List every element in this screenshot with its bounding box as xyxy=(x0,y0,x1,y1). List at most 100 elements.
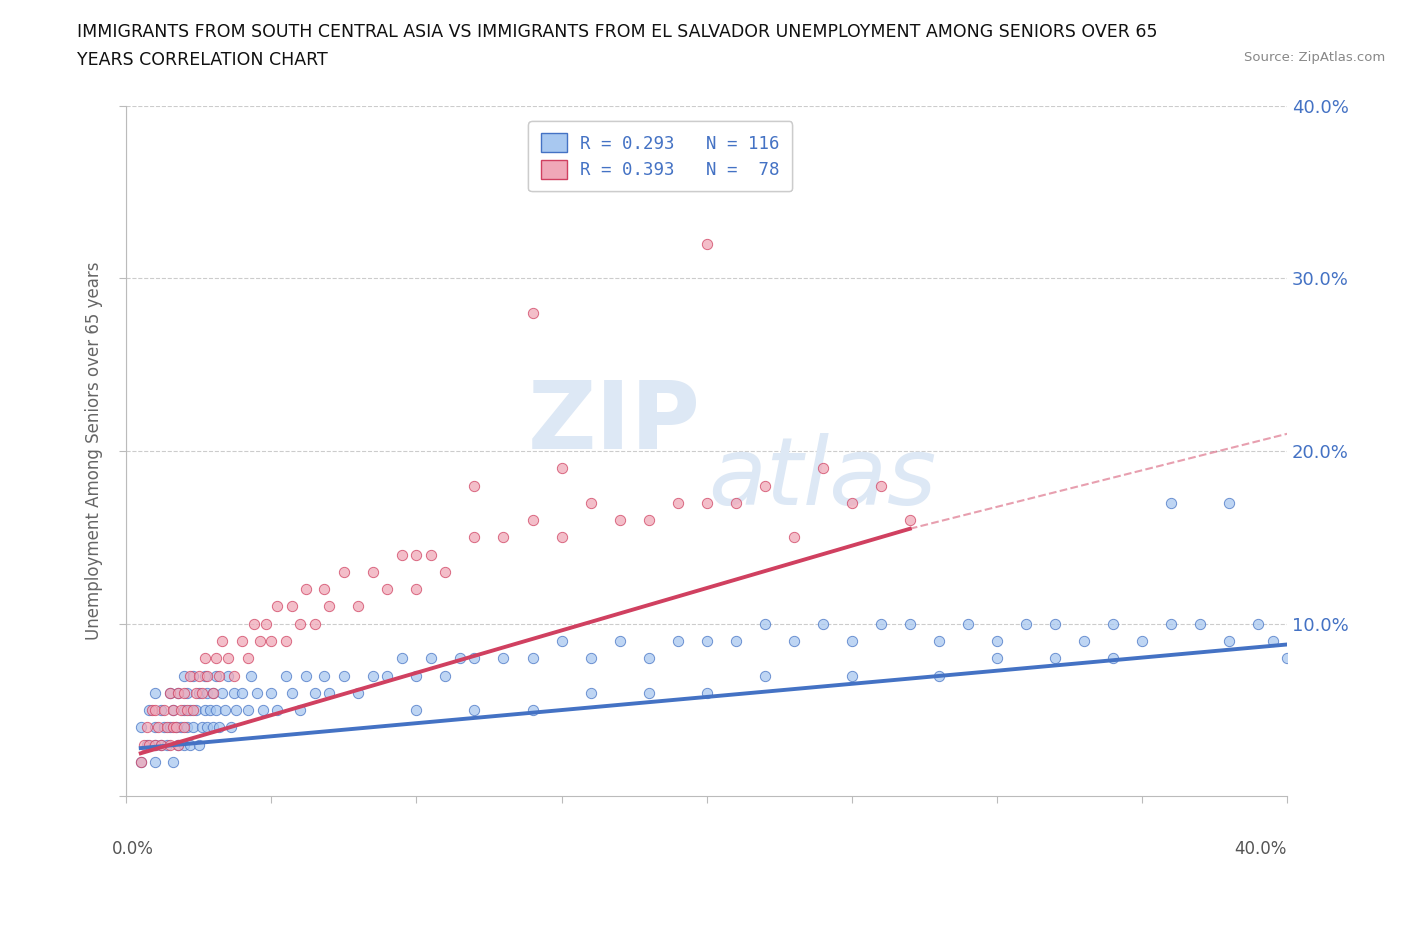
Point xyxy=(754,668,776,683)
Point xyxy=(187,685,209,700)
Point xyxy=(391,547,413,562)
Point xyxy=(150,737,173,752)
Point xyxy=(138,737,160,752)
Point xyxy=(304,617,326,631)
Point xyxy=(197,720,219,735)
Point xyxy=(135,720,157,735)
Point xyxy=(129,720,152,735)
Point xyxy=(208,720,231,735)
Point xyxy=(162,720,184,735)
Point xyxy=(434,565,457,579)
Point xyxy=(222,685,245,700)
Point xyxy=(304,685,326,700)
Point xyxy=(231,633,253,648)
Point xyxy=(217,668,239,683)
Point xyxy=(956,617,979,631)
Point xyxy=(1218,496,1240,511)
Point xyxy=(143,754,166,769)
Point xyxy=(1261,633,1284,648)
Point xyxy=(463,651,485,666)
Point xyxy=(266,703,288,718)
Y-axis label: Unemployment Among Seniors over 65 years: Unemployment Among Seniors over 65 years xyxy=(86,262,103,641)
Point xyxy=(405,668,427,683)
Text: 0.0%: 0.0% xyxy=(111,840,153,857)
Point xyxy=(420,651,443,666)
Point xyxy=(179,737,201,752)
Point xyxy=(869,617,891,631)
Point xyxy=(260,633,283,648)
Point xyxy=(377,668,399,683)
Point xyxy=(176,685,198,700)
Point xyxy=(205,651,228,666)
Text: ZIP: ZIP xyxy=(527,378,700,470)
Point xyxy=(295,668,318,683)
Point xyxy=(187,668,209,683)
Point xyxy=(280,685,302,700)
Point xyxy=(609,633,631,648)
Point xyxy=(254,617,277,631)
Point xyxy=(696,633,718,648)
Point xyxy=(194,668,217,683)
Point xyxy=(173,703,195,718)
Point xyxy=(361,668,384,683)
Point xyxy=(783,530,806,545)
Point xyxy=(231,685,253,700)
Point xyxy=(492,530,515,545)
Point xyxy=(208,668,231,683)
Legend: R = 0.293   N = 116, R = 0.393   N =  78: R = 0.293 N = 116, R = 0.393 N = 78 xyxy=(529,121,792,191)
Point xyxy=(211,633,233,648)
Point xyxy=(928,668,950,683)
Point xyxy=(391,651,413,666)
Point xyxy=(986,651,1008,666)
Point xyxy=(811,461,834,476)
Point xyxy=(167,737,190,752)
Point xyxy=(754,617,776,631)
Point xyxy=(162,703,184,718)
Point xyxy=(202,720,225,735)
Point xyxy=(1073,633,1095,648)
Point xyxy=(205,668,228,683)
Point xyxy=(135,737,157,752)
Point xyxy=(184,685,207,700)
Point xyxy=(579,651,602,666)
Point xyxy=(143,685,166,700)
Point xyxy=(333,565,356,579)
Point xyxy=(170,703,193,718)
Point xyxy=(236,703,259,718)
Point xyxy=(202,685,225,700)
Point xyxy=(280,599,302,614)
Point xyxy=(222,668,245,683)
Point xyxy=(318,599,340,614)
Point xyxy=(143,703,166,718)
Point xyxy=(295,582,318,597)
Point xyxy=(153,703,176,718)
Point xyxy=(246,685,269,700)
Point xyxy=(550,461,572,476)
Point xyxy=(405,547,427,562)
Point xyxy=(187,737,209,752)
Point xyxy=(159,685,181,700)
Point xyxy=(361,565,384,579)
Text: Source: ZipAtlas.com: Source: ZipAtlas.com xyxy=(1244,51,1385,64)
Point xyxy=(143,737,166,752)
Point xyxy=(205,703,228,718)
Point xyxy=(696,236,718,251)
Point xyxy=(1043,617,1066,631)
Point xyxy=(184,703,207,718)
Point xyxy=(162,703,184,718)
Point xyxy=(153,720,176,735)
Point xyxy=(132,737,155,752)
Point xyxy=(290,703,312,718)
Point xyxy=(312,668,335,683)
Point xyxy=(1160,617,1182,631)
Point xyxy=(181,703,204,718)
Point xyxy=(217,651,239,666)
Point xyxy=(666,496,689,511)
Point xyxy=(167,685,190,700)
Point xyxy=(143,737,166,752)
Point xyxy=(522,651,544,666)
Point xyxy=(190,720,212,735)
Point xyxy=(420,547,443,562)
Point xyxy=(811,617,834,631)
Point xyxy=(165,720,187,735)
